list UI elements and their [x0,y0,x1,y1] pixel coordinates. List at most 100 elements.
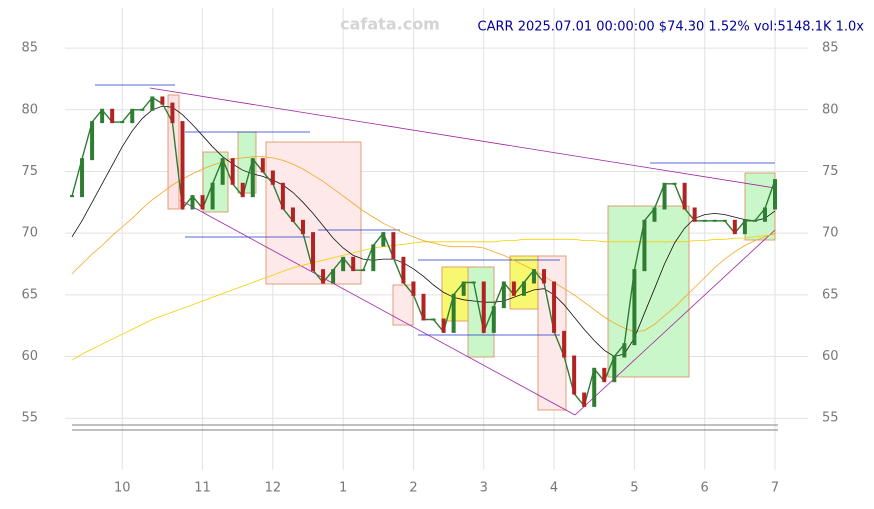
zone [744,172,776,241]
zone [392,284,414,326]
y-tick-label: 55 [21,411,38,426]
watermark: cafata.com [340,15,440,34]
x-tick-label: 2 [409,481,417,496]
candle [572,355,577,395]
candle [592,367,597,407]
candle [70,195,74,198]
y-tick-label: 65 [21,287,38,302]
x-tick-label: 12 [265,481,282,496]
candle [752,219,757,222]
candle [773,179,777,210]
zone [607,205,690,378]
candle [371,244,376,272]
x-tick-label: 7 [771,481,779,496]
trend-line [574,229,776,416]
candle [531,269,536,284]
candle [732,219,737,235]
candle [250,158,255,198]
candle [300,219,305,235]
candle [361,269,366,272]
candle [260,158,265,173]
candle [381,232,386,247]
candle [622,343,627,358]
candle [100,108,105,124]
candle [451,293,456,333]
candle [220,158,225,185]
candle [441,318,446,333]
candle [150,96,155,111]
grid [65,8,808,470]
candle [702,219,707,222]
candle [471,281,476,284]
candle [180,121,185,210]
candle [240,182,245,198]
series-line [71,234,776,361]
y-tick-label: 70 [822,226,839,241]
y-tick-label: 85 [822,41,839,56]
candle [140,108,145,111]
x-tick-label: 3 [480,481,488,496]
candle [130,108,135,124]
candle [562,330,567,358]
candle [170,102,175,124]
y-tick-label: 60 [822,349,839,364]
series-line [71,156,776,333]
candle [552,281,557,333]
x-tick-label: 11 [194,481,211,496]
y-tick-label: 70 [21,226,38,241]
candle [642,219,647,272]
candle [692,207,697,222]
candle [582,392,587,407]
candle [712,219,717,222]
candle [270,170,275,185]
candle [210,182,215,210]
y-tick-label: 65 [822,287,839,302]
candle [511,281,516,296]
trend-line [179,199,576,416]
candle [351,256,356,272]
candle [160,96,165,105]
candle [401,256,406,284]
candle [411,281,416,296]
zone [467,266,495,358]
y-tick-label: 80 [21,102,38,117]
candle [331,269,336,284]
candle [722,219,727,222]
candle [110,108,115,124]
candle [280,182,285,210]
candle [120,121,125,124]
candle [742,219,747,235]
candle [682,182,687,210]
series-line [71,105,776,357]
x-tick-label: 10 [114,481,131,496]
candle [421,293,426,321]
candle [762,207,767,222]
candle [662,182,667,210]
candle [290,207,295,222]
candle [200,195,205,210]
candle [230,158,235,185]
y-tick-label: 80 [822,102,839,117]
candle [521,281,526,296]
y-tick-label: 75 [21,164,38,179]
x-tick-label: 5 [630,481,638,496]
x-tick-label: 1 [339,481,347,496]
candle [632,269,637,346]
candle [461,281,466,296]
y-tick-label: 85 [21,41,38,56]
candle [190,195,195,210]
candle [602,367,607,383]
y-tick-label: 75 [822,164,839,179]
candle [542,269,547,284]
trend-line [149,87,776,189]
candle [341,256,346,272]
candle [652,207,657,222]
zone [167,94,180,210]
candle [391,232,396,259]
y-tick-label: 55 [822,411,839,426]
candle [321,269,326,284]
candle [491,306,496,333]
candle [311,232,316,272]
chart-title: CARR 2025.07.01 00:00:00 $74.30 1.52% vo… [478,20,865,35]
